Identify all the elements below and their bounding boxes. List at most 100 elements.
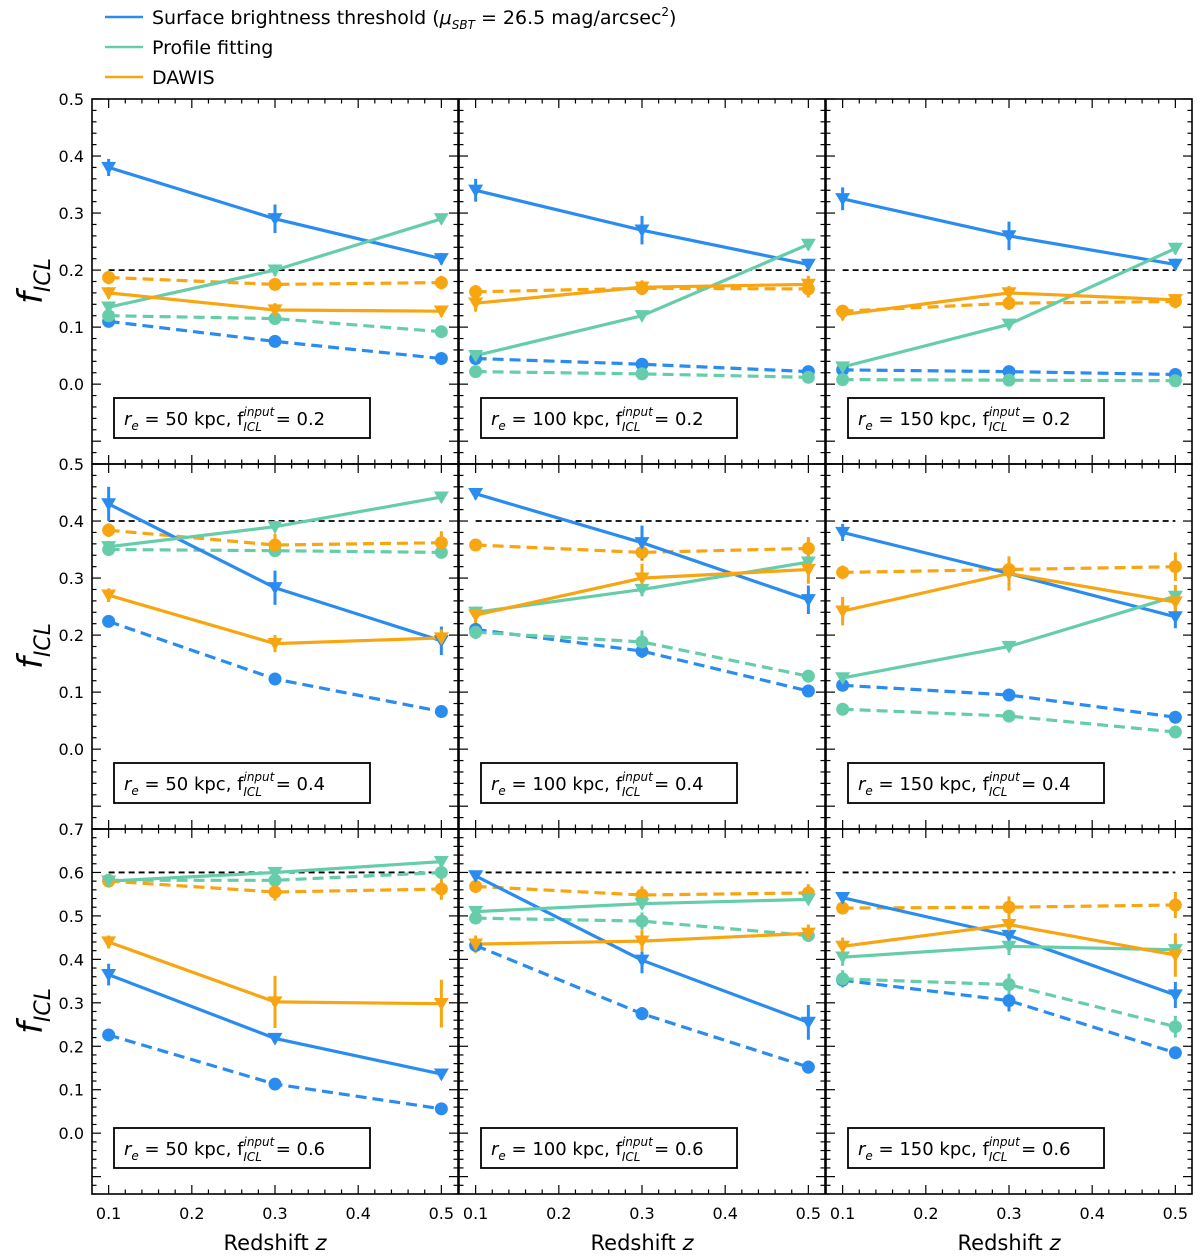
point-profile-triangle <box>101 301 117 315</box>
point-profile-triangle <box>468 905 484 919</box>
panel-r2-c2: re = 150 kpc, finput ICL = 0.6 <box>825 828 1193 1195</box>
point-sbt-circle <box>1002 688 1016 702</box>
series-line-dawis-circle <box>108 528 442 547</box>
x-tick-label: 0.5 <box>429 1204 454 1223</box>
y-axis-label: fICL <box>11 988 56 1034</box>
annotation-text: re = 100 kpc, finput ICL = 0.4 <box>491 770 704 799</box>
y-tick-label: 0.5 <box>59 455 84 474</box>
point-profile-circle <box>434 545 448 559</box>
panel-r0-c2: re = 150 kpc, finput ICL = 0.2 <box>825 98 1193 465</box>
point-dawis-triangle <box>267 304 283 318</box>
point-dawis-triangle <box>1001 567 1017 581</box>
series-line-profile-circle <box>108 547 442 554</box>
point-profile-triangle <box>634 310 650 323</box>
series-line-sbt-circle <box>108 619 442 714</box>
point-profile-circle <box>635 367 649 381</box>
point-sbt-circle <box>635 644 649 658</box>
point-profile-circle <box>801 370 815 384</box>
y-tick-label: 0.4 <box>59 147 84 166</box>
legend-label-sbt: Surface brightness threshold (μSBT = 26.… <box>152 5 676 32</box>
point-sbt-triangle <box>800 594 816 607</box>
point-sbt-triangle <box>1001 230 1017 243</box>
series-line-sbt-circle <box>842 978 1176 1055</box>
y-tick-label: 0.3 <box>59 569 84 588</box>
series-line-dawis-circle <box>842 565 1176 574</box>
point-sbt-circle <box>1002 994 1016 1008</box>
series-line-profile-circle <box>108 314 442 334</box>
panel-plot-area <box>101 486 449 719</box>
point-profile-triangle <box>267 521 283 534</box>
point-sbt-triangle <box>101 498 117 512</box>
y-tick-label: 0.5 <box>59 907 84 926</box>
point-dawis-triangle <box>433 998 449 1011</box>
panel-plot-area <box>835 871 1183 1060</box>
point-dawis-circle <box>469 285 483 299</box>
point-sbt-triangle <box>800 258 816 272</box>
point-profile-triangle <box>1001 940 1017 954</box>
panel-annotation: re = 100 kpc, finput ICL = 0.4 <box>480 762 738 804</box>
point-profile-triangle <box>1001 640 1017 654</box>
point-dawis-triangle <box>101 936 117 950</box>
panel-r0-c0: re = 50 kpc, finput ICL = 0.2 <box>91 98 459 465</box>
series-line-profile-circle <box>842 707 1176 734</box>
point-profile-circle <box>836 702 850 716</box>
panel-r1-c2: re = 150 kpc, finput ICL = 0.4 <box>825 463 1193 830</box>
point-dawis-circle <box>635 545 649 559</box>
annotation-text: re = 50 kpc, finput ICL = 0.4 <box>124 770 325 799</box>
point-dawis-circle <box>434 276 448 290</box>
series-line-dawis-circle <box>475 543 809 555</box>
x-axis-label: Redshift z <box>224 1231 328 1255</box>
series-line-sbt-circle <box>475 356 809 374</box>
point-dawis-triangle <box>468 938 484 952</box>
y-axis-label: fICL <box>11 623 56 669</box>
point-sbt-circle <box>801 684 815 698</box>
series-line-dawis-circle <box>108 275 442 287</box>
y-tick-label: 0.0 <box>59 375 84 394</box>
y-tick-label: 0.5 <box>59 90 84 109</box>
point-sbt-circle <box>635 357 649 371</box>
point-dawis-triangle <box>634 281 650 295</box>
annotation-box <box>847 397 1105 439</box>
x-axis-label: Redshift z <box>958 1231 1062 1255</box>
x-tick-label: 0.2 <box>546 1204 571 1223</box>
x-tick-label: 0.5 <box>796 1204 821 1223</box>
point-sbt-triangle <box>1167 258 1183 272</box>
y-tick-label: 0.0 <box>59 1124 84 1143</box>
point-dawis-triangle <box>1167 596 1183 610</box>
series-line-profile-triangle <box>842 594 1176 680</box>
point-profile-circle <box>1168 374 1182 388</box>
x-tick-label: 0.3 <box>262 1204 287 1223</box>
point-dawis-triangle <box>1167 949 1183 963</box>
series-line-dawis-circle <box>108 879 442 894</box>
annotation-text: re = 50 kpc, finput ICL = 0.2 <box>124 405 325 434</box>
point-dawis-circle <box>268 277 282 291</box>
panel-grid: re = 50 kpc, finput ICL = 0.2 re = 100 kpc… <box>91 98 1193 1195</box>
x-tick-label: 0.1 <box>830 1204 855 1223</box>
x-tick-label: 0.2 <box>179 1204 204 1223</box>
annotation-box <box>113 762 371 804</box>
point-dawis-circle <box>1168 898 1182 912</box>
point-dawis-circle <box>102 271 116 285</box>
point-profile-circle <box>469 365 483 379</box>
panel-plot-area <box>835 520 1183 739</box>
point-profile-circle <box>1168 1020 1182 1034</box>
point-profile-triangle <box>634 583 650 597</box>
x-tick-label: 0.2 <box>913 1204 938 1223</box>
y-tick-label: 0.2 <box>59 626 84 645</box>
point-profile-circle <box>836 373 850 387</box>
point-sbt-circle <box>836 678 850 692</box>
legend-label-profile: Profile fitting <box>152 37 273 59</box>
panel-annotation: re = 50 kpc, finput ICL = 0.6 <box>113 1127 371 1169</box>
series-line-dawis-circle <box>842 903 1176 910</box>
point-sbt-triangle <box>468 488 484 501</box>
point-profile-triangle <box>800 556 816 570</box>
point-sbt-triangle <box>433 1068 449 1082</box>
x-tick-label: 0.3 <box>996 1204 1021 1223</box>
point-profile-triangle <box>835 951 851 965</box>
point-profile-circle <box>434 865 448 879</box>
panel-plot-area <box>468 870 816 1074</box>
point-sbt-triangle <box>800 1016 816 1030</box>
x-tick-label: 0.4 <box>345 1204 370 1223</box>
y-tick-label: 0.4 <box>59 950 84 969</box>
panel-annotation: re = 150 kpc, finput ICL = 0.2 <box>847 397 1105 439</box>
